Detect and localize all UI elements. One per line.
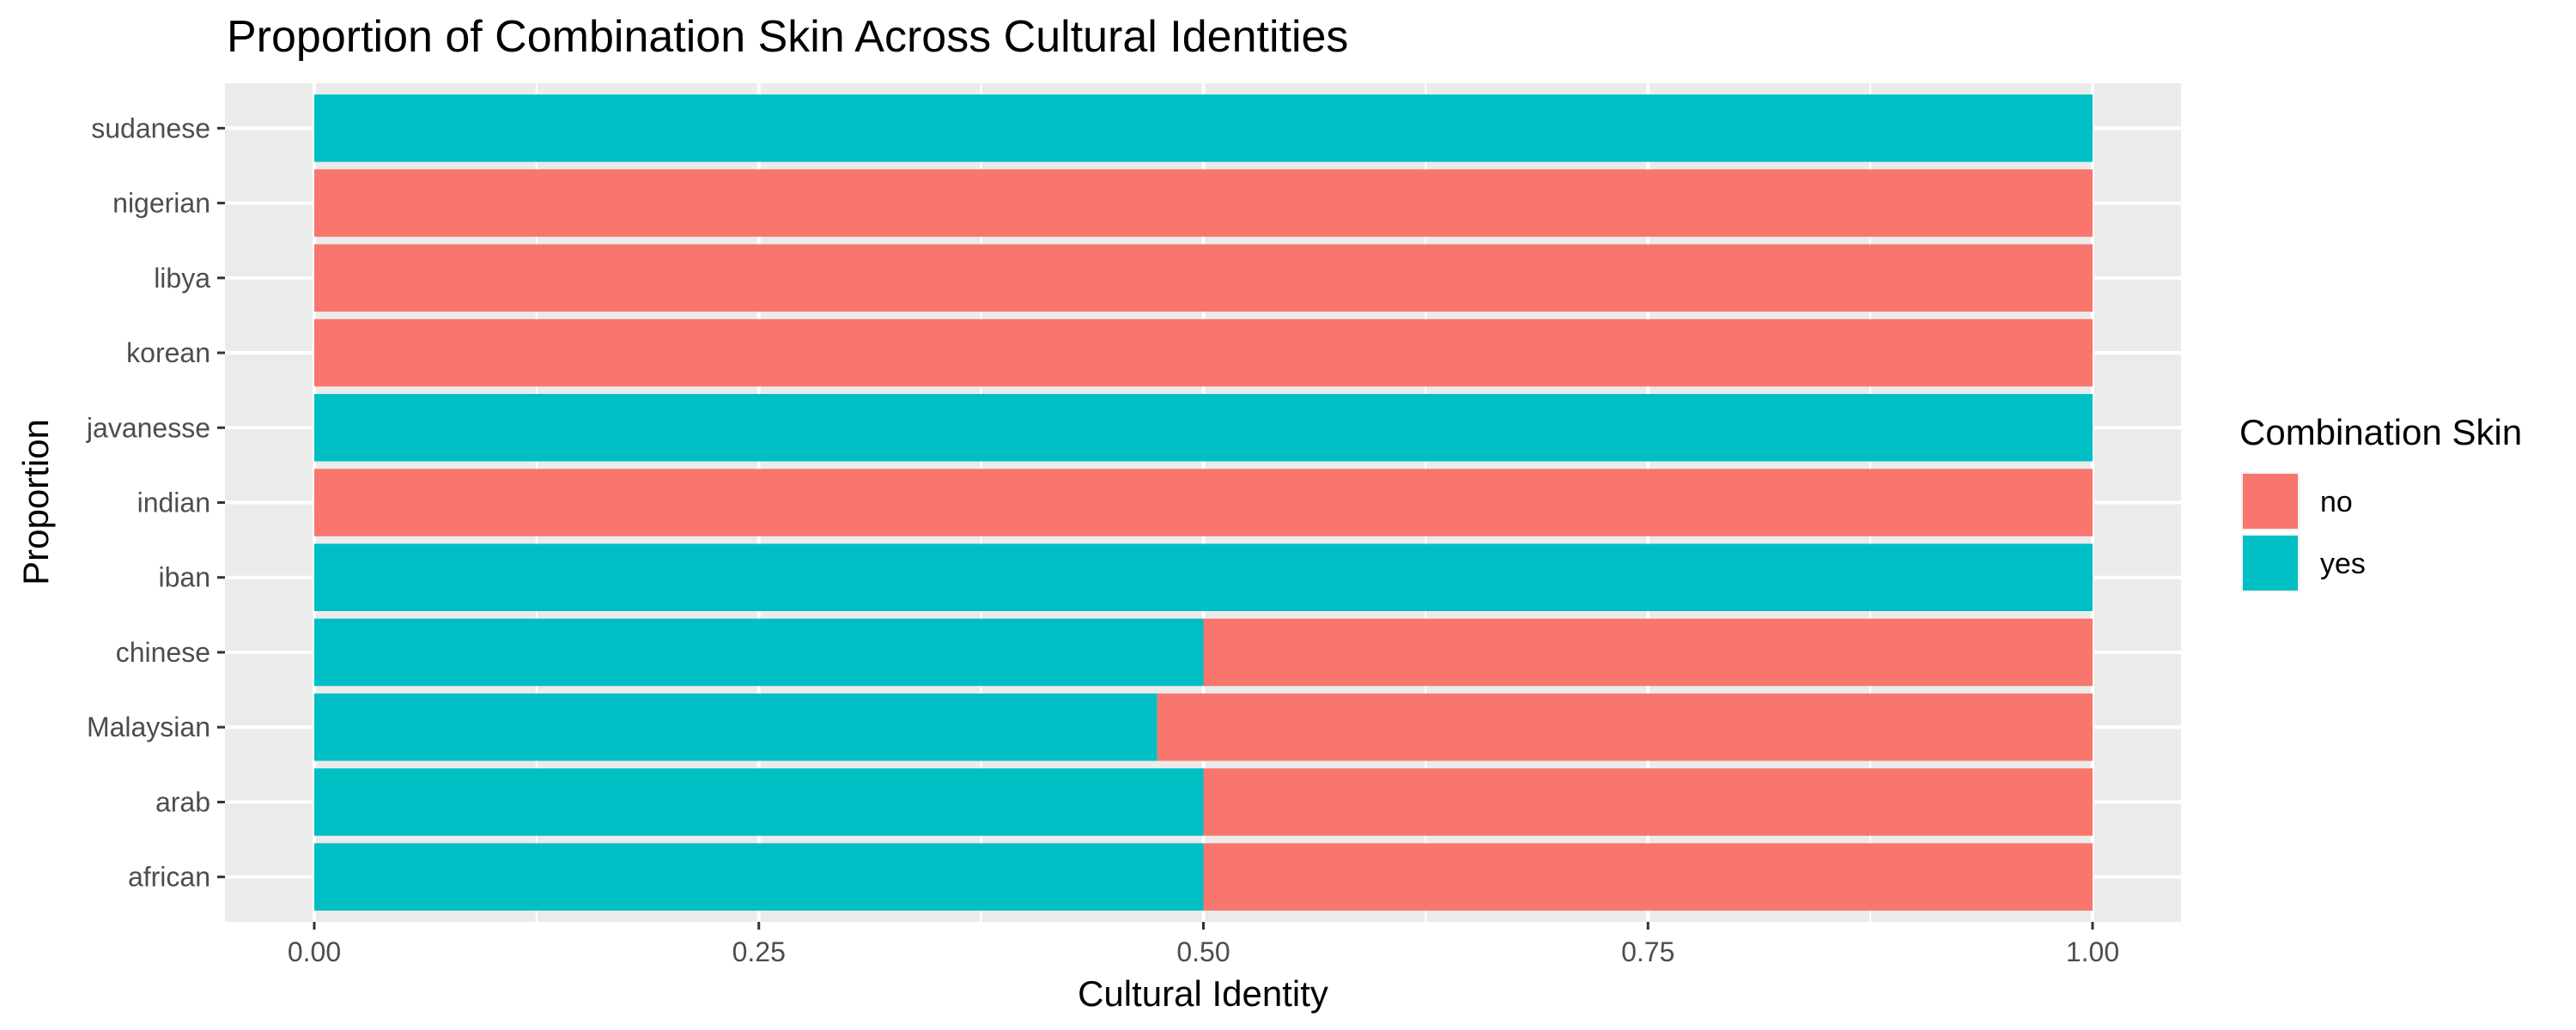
legend-label-no: no (2320, 486, 2353, 518)
y-tick-label: indian (137, 488, 210, 518)
bar-yes-african (314, 843, 1204, 911)
bar-no-nigerian (314, 169, 2093, 237)
legend-swatch-no (2243, 474, 2298, 529)
bar-no-african (1203, 843, 2093, 911)
legend-label-yes: yes (2320, 548, 2366, 580)
x-tick-label: 0.25 (732, 936, 786, 967)
legend: Combination Skin no yes (2239, 412, 2522, 592)
bar-no-arab (1203, 768, 2093, 836)
y-tick-label: sudanese (91, 112, 210, 143)
y-tick-label: chinese (116, 637, 210, 668)
y-tick-label: african (128, 862, 210, 893)
y-axis-title: Proportion (15, 419, 56, 585)
legend-swatch-yes (2243, 536, 2298, 591)
bar-no-Malaysian (1157, 693, 2093, 761)
y-tick-label: arab (155, 786, 210, 817)
bar-yes-chinese (314, 618, 1204, 687)
y-tick-label: libya (154, 263, 210, 294)
bar-no-chinese (1203, 618, 2093, 687)
y-tick-label: Malaysian (87, 712, 210, 742)
y-tick-label: javanesse (86, 412, 210, 443)
x-tick-label: 0.50 (1176, 936, 1230, 967)
x-axis-title: Cultural Identity (1078, 973, 1328, 1014)
bar-no-korean (314, 318, 2093, 387)
bar-yes-Malaysian (314, 693, 1157, 761)
y-tick-label: korean (126, 337, 210, 368)
y-tick-label: nigerian (112, 188, 210, 219)
x-axis: 0.00 0.25 0.50 0.75 1.00 (288, 922, 2119, 967)
bar-no-indian (314, 469, 2093, 536)
y-axis: african arab Malaysian chinese iban indian jav… (86, 112, 225, 893)
bars (314, 94, 2093, 911)
y-tick-label: iban (159, 562, 211, 593)
bar-yes-iban (314, 543, 2093, 611)
x-tick-label: 0.00 (288, 936, 341, 967)
bar-yes-javanesse (314, 394, 2093, 462)
legend-items: no yes (2241, 472, 2366, 592)
legend-title: Combination Skin (2239, 412, 2522, 452)
x-tick-label: 1.00 (2066, 936, 2119, 967)
x-tick-label: 0.75 (1621, 936, 1674, 967)
chart-title: Proportion of Combination Skin Across Cu… (227, 12, 1348, 62)
bar-yes-sudanese (314, 94, 2093, 162)
bar-yes-arab (314, 768, 1204, 836)
bar-no-libya (314, 244, 2093, 312)
